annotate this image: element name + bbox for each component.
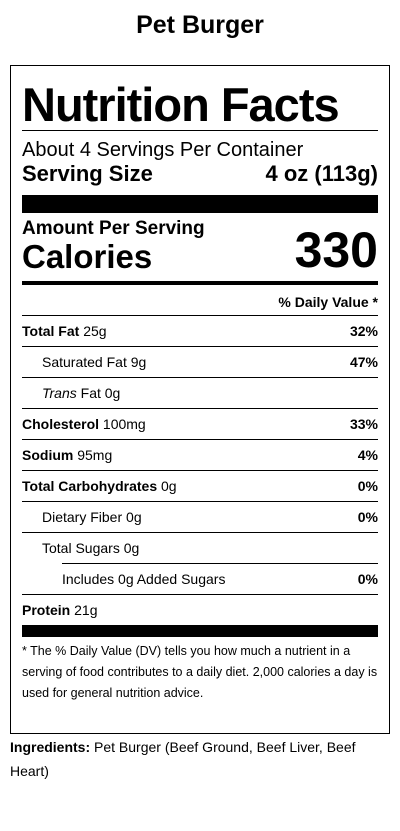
calories-block: Amount Per Serving Calories 330 xyxy=(22,218,378,278)
nutrient-row-total-fat: Total Fat 25g 32% xyxy=(22,315,378,346)
nutrient-dv: 0% xyxy=(357,570,378,587)
nutrient-name: Includes 0g Added Sugars xyxy=(62,570,226,587)
product-title: Pet Burger xyxy=(136,11,264,39)
nutrient-name-italic: Trans xyxy=(42,385,77,401)
nutrient-dv: 0% xyxy=(357,509,378,525)
nutrient-name: Dietary Fiber xyxy=(42,509,123,525)
nutrient-row-total-carbohydrates: Total Carbohydrates 0g 0% xyxy=(22,470,378,501)
nutrient-row-total-sugars: Total Sugars 0g xyxy=(22,532,378,563)
nutrient-row-trans-fat: Trans Fat 0g xyxy=(22,377,378,408)
nutrient-name: Cholesterol xyxy=(22,416,100,432)
daily-value-footnote: * The % Daily Value (DV) tells you how m… xyxy=(22,644,378,700)
nutrient-row-protein: Protein 21g xyxy=(22,594,378,625)
nutrient-row-dietary-fiber: Dietary Fiber 0g 0% xyxy=(22,501,378,532)
nutrient-name: Total Sugars xyxy=(42,540,120,556)
nutrient-name: Fat xyxy=(80,385,101,401)
daily-value-header: % Daily Value * xyxy=(278,294,378,310)
nutrient-amount: 0g xyxy=(126,509,142,525)
nutrient-row-added-sugars: Includes 0g Added Sugars 0% xyxy=(22,563,378,594)
nutrient-name: Total Fat xyxy=(22,323,80,339)
servings-per-container: About 4 Servings Per Container xyxy=(22,139,304,161)
nutrient-dv: 47% xyxy=(349,354,378,370)
nutrient-name: Saturated Fat xyxy=(42,354,127,370)
divider xyxy=(22,130,378,131)
calories-label: Calories xyxy=(22,238,153,275)
nutrition-facts-heading: Nutrition Facts xyxy=(22,78,340,131)
nutrient-row-saturated-fat: Saturated Fat 9g 47% xyxy=(22,346,378,377)
nutrient-dv: 4% xyxy=(357,447,378,463)
nutrient-amount: 21g xyxy=(74,602,98,618)
nutrient-row-sodium: Sodium 95mg 4% xyxy=(22,439,378,470)
nutrient-name: Total Carbohydrates xyxy=(22,478,158,494)
ingredients-label: Ingredients: xyxy=(10,739,91,755)
nutrient-amount: 0g xyxy=(104,385,121,401)
nutrient-dv: 33% xyxy=(349,416,378,432)
nutrient-amount: 100mg xyxy=(102,416,146,432)
serving-size-label: Serving Size xyxy=(22,161,153,186)
serving-size-value: 4 oz (113g) xyxy=(265,161,378,186)
nutrient-name: Protein xyxy=(22,602,71,618)
calories-value: 330 xyxy=(294,222,378,278)
nutrient-amount: 95mg xyxy=(77,447,113,463)
nutrient-amount: 9g xyxy=(130,354,147,370)
nutrition-facts-label: Nutrition Facts About 4 Servings Per Con… xyxy=(10,65,390,734)
ingredients: Ingredients: Pet Burger (Beef Ground, Be… xyxy=(10,735,390,783)
serving-size-row: Serving Size 4 oz (113g) xyxy=(22,161,378,187)
nutrient-dv: 0% xyxy=(357,478,378,494)
nutrient-name: Sodium xyxy=(22,447,74,463)
thick-divider xyxy=(22,625,378,637)
nutrient-dv: 32% xyxy=(349,323,378,339)
ingredients-text: Pet Burger (Beef Ground, Beef Liver, Bee… xyxy=(10,739,356,779)
amount-per-serving: Amount Per Serving xyxy=(22,218,205,239)
nutrient-row-cholesterol: Cholesterol 100mg 33% xyxy=(22,408,378,439)
thick-divider xyxy=(22,195,378,213)
nutrient-amount: 0g xyxy=(123,540,140,556)
medium-divider xyxy=(22,281,378,285)
nutrient-amount: 0g xyxy=(161,478,177,494)
nutrient-amount: 25g xyxy=(83,323,107,339)
